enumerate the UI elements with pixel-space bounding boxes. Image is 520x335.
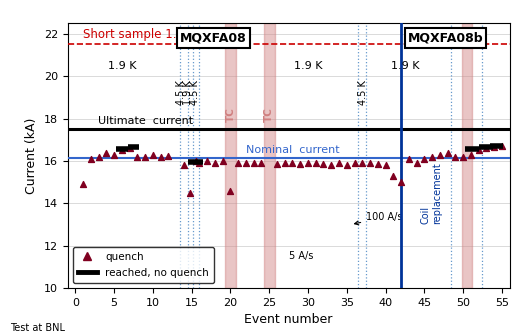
- Point: [350, 160, 359, 166]
- Point: [366, 160, 374, 166]
- Point: [428, 154, 436, 159]
- Point: [157, 154, 165, 159]
- Point: [203, 158, 211, 164]
- Point: [196, 160, 204, 166]
- Point: [234, 160, 242, 166]
- Text: 1.9 K: 1.9 K: [183, 81, 193, 106]
- Point: [389, 173, 397, 179]
- Point: [420, 156, 428, 161]
- Point: [141, 154, 149, 159]
- Point: [444, 150, 452, 155]
- Point: [87, 156, 95, 161]
- Point: [490, 145, 498, 150]
- Text: MQXFA08b: MQXFA08b: [408, 31, 483, 45]
- Point: [288, 160, 296, 166]
- Point: [373, 161, 382, 167]
- Point: [343, 162, 351, 168]
- Point: [226, 188, 235, 193]
- Point: [327, 162, 335, 168]
- Point: [498, 144, 506, 149]
- Point: [133, 154, 141, 159]
- Point: [436, 152, 444, 157]
- Text: 100 A/s: 100 A/s: [355, 212, 402, 225]
- Point: [102, 150, 111, 155]
- Point: [381, 162, 389, 168]
- Text: 1.9 K: 1.9 K: [391, 61, 419, 71]
- Point: [250, 160, 258, 166]
- Point: [412, 160, 421, 166]
- Point: [95, 154, 103, 159]
- Point: [149, 152, 157, 157]
- Point: [273, 161, 281, 167]
- Point: [186, 190, 194, 196]
- Point: [118, 148, 126, 153]
- Text: Test at BNL: Test at BNL: [10, 323, 66, 333]
- Point: [211, 160, 219, 166]
- Point: [296, 161, 304, 167]
- Point: [110, 152, 118, 157]
- Text: Nominal  current: Nominal current: [245, 145, 339, 155]
- Text: 1.9 K: 1.9 K: [108, 61, 136, 71]
- Point: [474, 148, 483, 153]
- Text: TC: TC: [264, 107, 274, 122]
- Text: MQXFA08: MQXFA08: [180, 31, 247, 45]
- Point: [405, 156, 413, 161]
- Bar: [225, 23, 236, 288]
- Point: [125, 146, 134, 151]
- Point: [397, 180, 405, 185]
- Point: [482, 146, 490, 151]
- Point: [335, 160, 343, 166]
- Point: [242, 160, 250, 166]
- Text: 1.9 K: 1.9 K: [294, 61, 322, 71]
- Text: TC: TC: [226, 107, 236, 122]
- Point: [451, 154, 460, 159]
- Point: [257, 160, 266, 166]
- Text: Ultimate  current: Ultimate current: [98, 116, 193, 126]
- X-axis label: Event number: Event number: [244, 313, 333, 326]
- Text: 5 A/s: 5 A/s: [289, 251, 313, 261]
- Point: [79, 182, 87, 187]
- Text: 4.5 K: 4.5 K: [358, 81, 368, 106]
- Point: [164, 153, 173, 158]
- Text: Short sample 1.9 K: Short sample 1.9 K: [83, 28, 196, 42]
- Legend: quench, reached, no quench: quench, reached, no quench: [73, 247, 214, 283]
- Text: 4.5 K: 4.5 K: [190, 81, 200, 106]
- Point: [218, 158, 227, 164]
- Point: [459, 154, 467, 159]
- Point: [281, 160, 289, 166]
- Point: [466, 152, 475, 157]
- Point: [304, 160, 312, 166]
- Point: [311, 160, 320, 166]
- Point: [358, 160, 367, 166]
- Point: [319, 161, 328, 167]
- Bar: [264, 23, 275, 288]
- Text: Coil
replacement: Coil replacement: [421, 162, 442, 224]
- Point: [191, 158, 200, 164]
- Y-axis label: Current (kA): Current (kA): [25, 118, 38, 194]
- Text: 4.5 K: 4.5 K: [176, 81, 186, 106]
- Bar: [462, 23, 472, 288]
- Point: [180, 162, 188, 168]
